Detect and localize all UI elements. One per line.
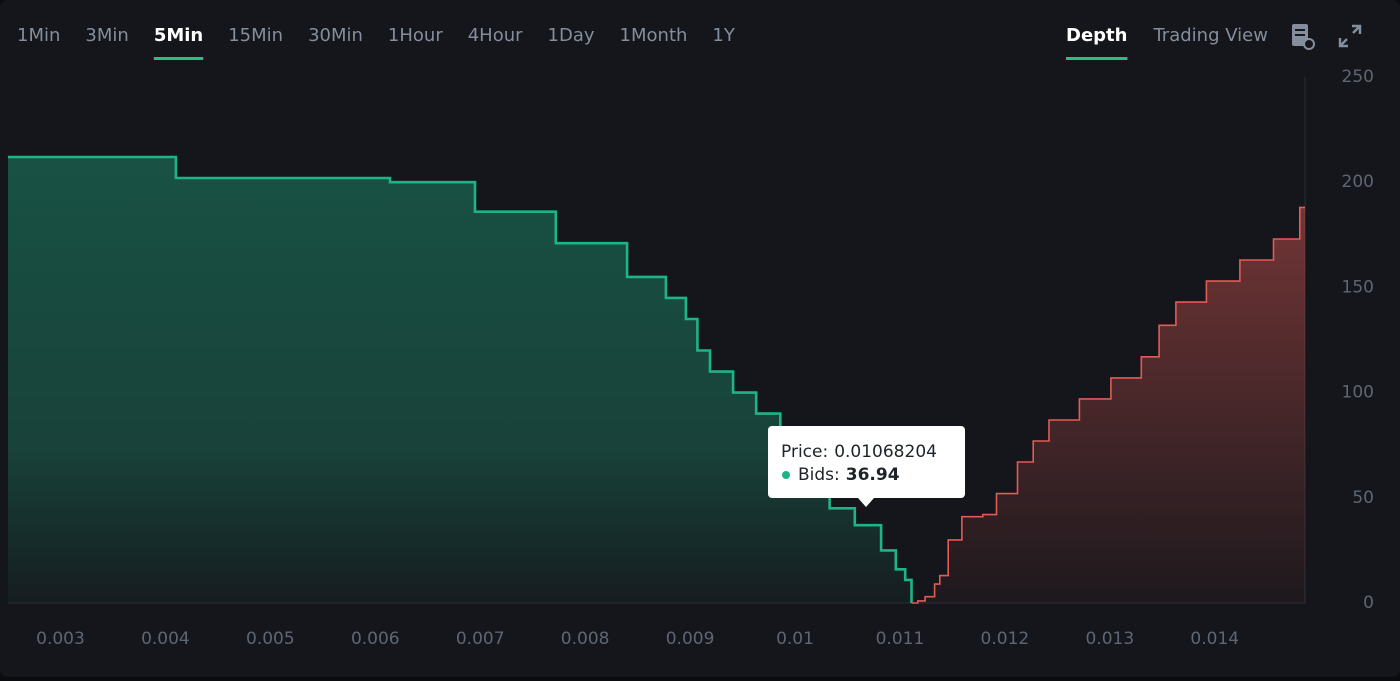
active-underline <box>1066 57 1128 60</box>
tooltip-dot <box>782 471 790 479</box>
x-tick-label: 0.01 <box>776 629 814 649</box>
bid-line <box>8 155 913 603</box>
x-tick-label: 0.006 <box>351 629 400 649</box>
tooltip-value: Bids: 36.94 <box>798 465 900 485</box>
interval-tab[interactable]: 5Min <box>154 25 203 46</box>
tooltip-price: Price: 0.01068204 <box>781 442 937 462</box>
x-tick-label: 0.004 <box>141 629 190 649</box>
tooltip: Price: 0.01068204 Bids: 36.94 <box>768 426 965 507</box>
tooltip-box <box>768 426 965 498</box>
y-tick-label: 250 <box>1342 67 1374 87</box>
x-tick-label: 0.005 <box>246 629 295 649</box>
y-tick-label: 0 <box>1363 593 1374 613</box>
series-label: Bids: <box>798 465 840 485</box>
price-label: Price: <box>781 442 828 462</box>
x-tick-label: 0.003 <box>36 629 85 649</box>
interval-tab[interactable]: 3Min <box>85 25 128 46</box>
toolbar-icons <box>1292 24 1362 50</box>
tooltip-pointer <box>858 498 874 507</box>
fullscreen-icon[interactable] <box>1338 24 1362 48</box>
interval-tab[interactable]: 1Min <box>17 25 60 46</box>
view-tab[interactable]: Trading View <box>1152 25 1267 46</box>
ask-area <box>911 207 1305 603</box>
interval-tab[interactable]: 4Hour <box>468 25 523 46</box>
y-tick-label: 150 <box>1342 277 1374 297</box>
bid-area <box>8 157 912 603</box>
series-value: 36.94 <box>846 465 900 485</box>
active-underline <box>153 57 204 60</box>
x-tick-label: 0.009 <box>666 629 715 649</box>
y-tick-label: 200 <box>1342 172 1374 192</box>
ask-line <box>911 206 1305 604</box>
interval-tab[interactable]: 1Hour <box>388 25 443 46</box>
interval-tab[interactable]: 1Month <box>620 25 688 46</box>
y-tick-label: 50 <box>1352 488 1374 508</box>
view-tab[interactable]: Depth <box>1066 25 1127 46</box>
settings-icon[interactable] <box>1292 24 1315 50</box>
x-tick-label: 0.013 <box>1085 629 1134 649</box>
interval-tab[interactable]: 1Y <box>712 25 735 46</box>
x-tick-label: 0.007 <box>456 629 505 649</box>
price-value: 0.01068204 <box>834 442 937 462</box>
x-tick-label: 0.014 <box>1190 629 1239 649</box>
interval-tab[interactable]: 30Min <box>308 25 363 46</box>
x-tick-label: 0.012 <box>981 629 1030 649</box>
x-tick-label: 0.011 <box>876 629 925 649</box>
x-tick-label: 0.008 <box>561 629 610 649</box>
interval-tab[interactable]: 15Min <box>228 25 283 46</box>
y-tick-label: 100 <box>1342 383 1374 403</box>
interval-tab[interactable]: 1Day <box>548 25 595 46</box>
